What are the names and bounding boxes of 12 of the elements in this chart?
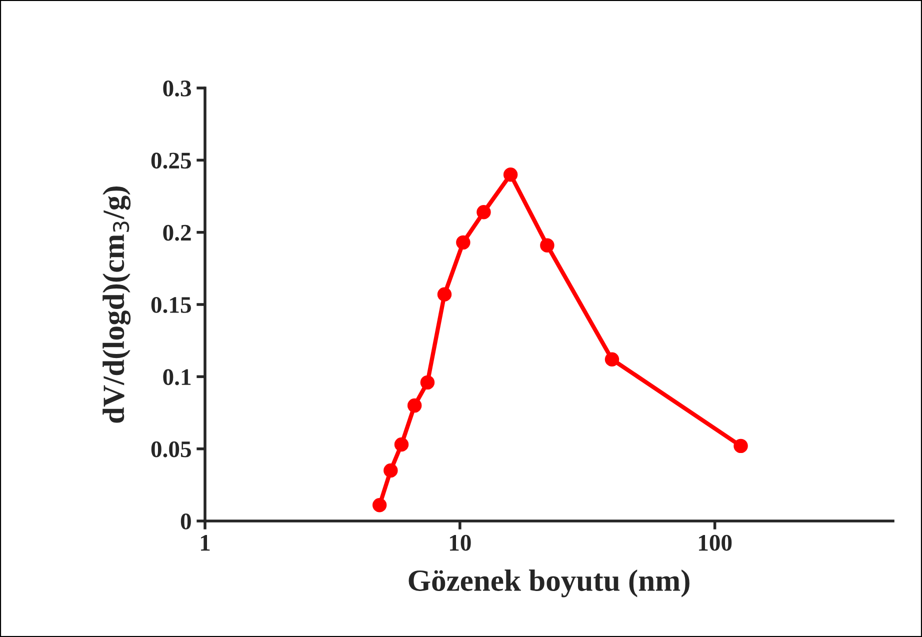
y-tick-label: 0.05 (151, 441, 191, 458)
y-axis-title: dV/d(logd)(cm$_{3}$/g) (102, 186, 131, 423)
x-tick-label: 10 (450, 534, 471, 551)
x-axis-title: Gözenek boyutu (nm) (408, 569, 690, 598)
y-tick-label: 0.25 (151, 152, 191, 169)
y-tick-label: 0.2 (163, 224, 191, 241)
y-tick-label: 0.3 (163, 80, 191, 97)
y-tick-label: 0.15 (151, 296, 191, 314)
y-tick-label: 0.1 (163, 369, 191, 386)
x-tick-label: 100 (699, 534, 732, 551)
y-tick-label: 0 (180, 513, 191, 530)
x-tick-label: 1 (200, 534, 210, 551)
